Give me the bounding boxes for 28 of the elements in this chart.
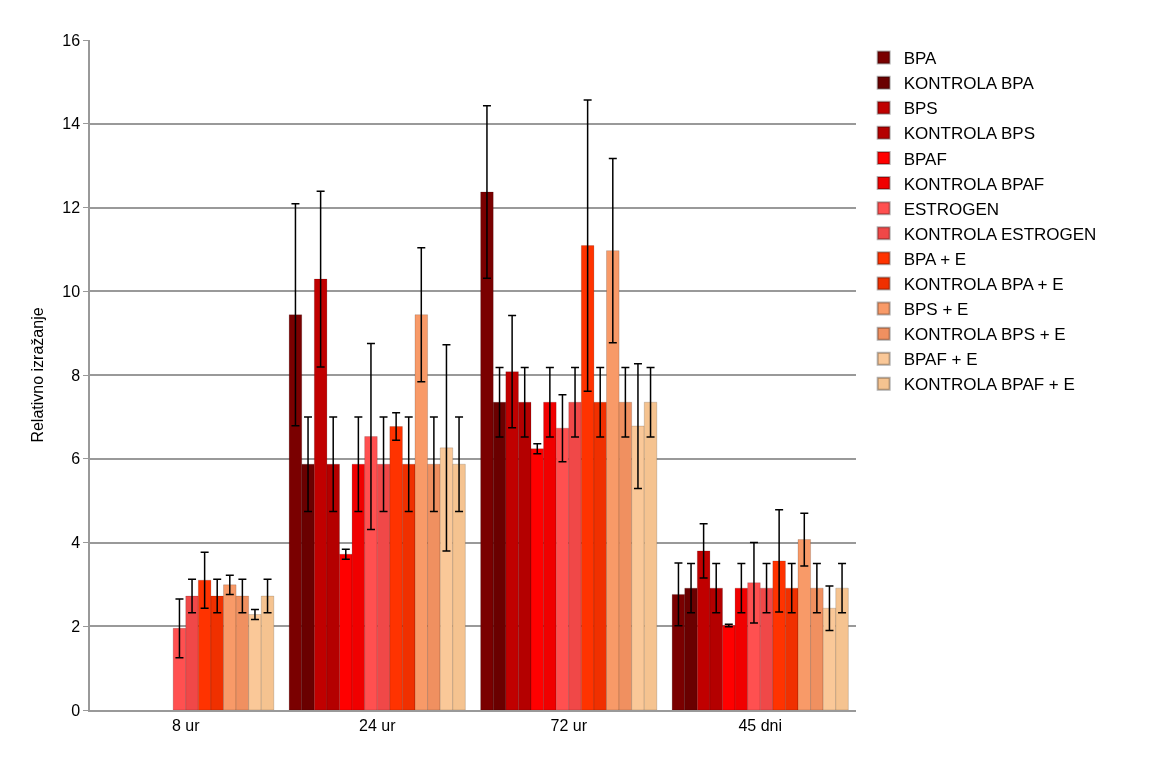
y-tick-label: 8 <box>71 366 81 384</box>
legend-label: ESTROGEN <box>903 199 1000 219</box>
x-tick-label: 45 dni <box>738 716 783 734</box>
legend-label: KONTROLA BPS + E <box>903 325 1066 345</box>
y-tick-label: 10 <box>62 282 81 300</box>
x-tick-label: 24 ur <box>359 716 397 734</box>
legend-label: BPA <box>903 49 938 69</box>
y-axis-title: Relativno izražanje <box>28 307 46 443</box>
x-tick-label: 72 ur <box>550 716 588 734</box>
y-tick-label: 12 <box>62 199 81 217</box>
y-tick-label: 14 <box>62 115 81 133</box>
legend-label: KONTROLA ESTROGEN <box>903 224 1097 244</box>
legend-label: KONTROLA BPAF <box>903 174 1045 194</box>
y-tick-label: 2 <box>71 617 81 635</box>
y-tick-label: 4 <box>71 534 81 552</box>
legend-label: BPA + E <box>903 249 967 269</box>
legend-label: KONTROLA BPS <box>903 124 1035 144</box>
y-tick-label: 16 <box>62 31 81 49</box>
legend-label: KONTROLA BPAF + E <box>903 375 1075 395</box>
y-tick-label: 6 <box>71 450 81 468</box>
y-tick-label: 0 <box>71 701 81 719</box>
legend-label: BPAF + E <box>903 350 978 370</box>
legend-label: KONTROLA BPA + E <box>903 275 1064 295</box>
legend-label: KONTROLA BPA <box>903 74 1035 94</box>
legend-label: BPS <box>903 99 938 119</box>
legend-label: BPS + E <box>903 300 969 320</box>
x-tick-label: 8 ur <box>171 716 201 734</box>
legend-label: BPAF <box>903 149 947 169</box>
